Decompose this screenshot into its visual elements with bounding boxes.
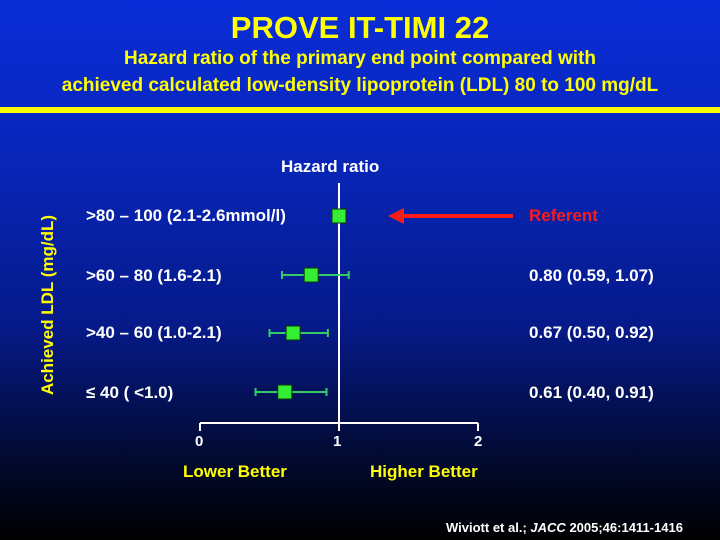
subtitle-line-1: Hazard ratio of the primary end point co… <box>124 48 596 69</box>
referent-text: Referent <box>529 206 598 225</box>
row-label-1: >80 – 100 (2.1-2.6mmol/l) <box>86 206 286 225</box>
page-title: PROVE IT-TIMI 22 <box>230 10 490 45</box>
citation-journal: JACC <box>530 520 566 535</box>
row-label-4: ≤ 40 ( <1.0) <box>86 383 174 402</box>
row-label-2: >60 – 80 (1.6-2.1) <box>86 266 222 285</box>
hr-marker-3 <box>285 325 301 341</box>
x-tick-label-0: 0 <box>195 433 204 450</box>
citation: Wiviott et al.; JACC 2005;46:1411-1416 <box>446 520 683 535</box>
title-divider <box>0 107 720 113</box>
hr-marker-2 <box>303 267 319 283</box>
subtitle-line-2: achieved calculated low-density lipoprot… <box>61 75 659 96</box>
lower-better-note: Lower Better <box>183 462 287 481</box>
higher-better-note: Higher Better <box>370 462 478 481</box>
row-value-2: 0.80 (0.59, 1.07) <box>529 266 654 285</box>
row-value-4: 0.61 (0.40, 0.91) <box>529 383 654 402</box>
row-value-3: 0.67 (0.50, 0.92) <box>529 323 654 342</box>
citation-ref: 2005;46:1411-1416 <box>569 520 683 535</box>
referent-arrow-head <box>388 208 404 224</box>
hr-marker-4 <box>277 384 293 400</box>
row-label-3: >40 – 60 (1.0-2.1) <box>86 323 222 342</box>
x-tick-label-2: 2 <box>474 433 483 450</box>
chart-title: Hazard ratio <box>281 157 380 176</box>
x-tick-label-1: 1 <box>333 433 342 450</box>
hr-marker-1 <box>331 208 347 224</box>
citation-authors: Wiviott et al.; <box>446 520 527 535</box>
